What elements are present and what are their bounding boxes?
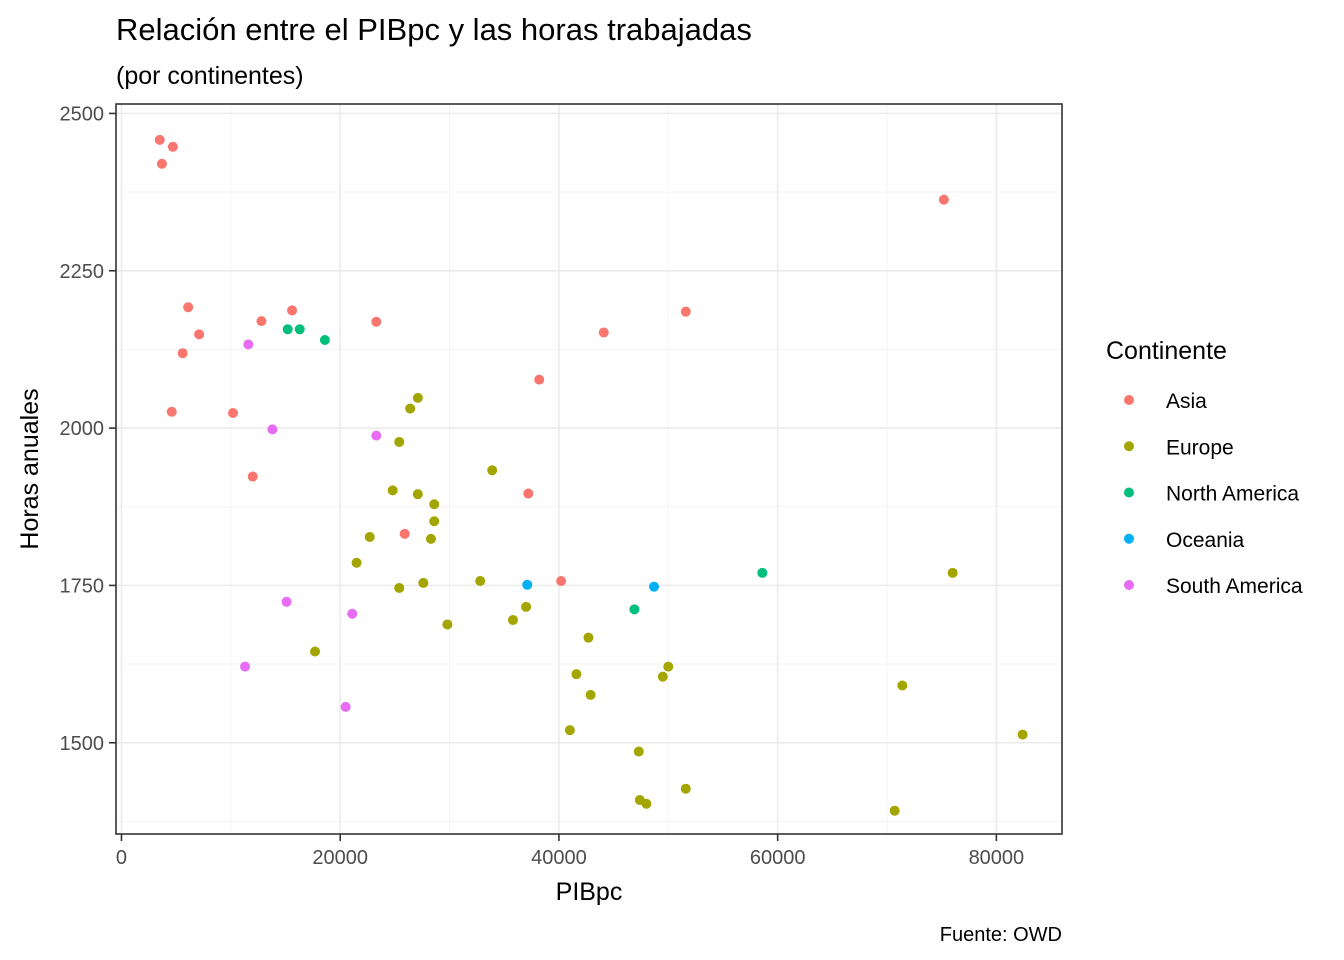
data-point-south-america <box>243 339 254 350</box>
data-point-asia <box>598 327 609 338</box>
data-point-europe <box>405 403 416 414</box>
data-point-north-america <box>282 324 293 335</box>
data-point-europe <box>394 582 405 593</box>
x-tick-label: 60000 <box>750 847 806 869</box>
data-point-south-america <box>347 608 358 619</box>
x-tick-label: 20000 <box>312 847 368 869</box>
data-point-europe <box>947 567 958 578</box>
chart-subtitle: (por continentes) <box>116 62 304 90</box>
data-point-europe <box>585 689 596 700</box>
data-point-south-america <box>281 596 292 607</box>
legend-label-oceania: Oceania <box>1166 529 1245 552</box>
y-tick-label: 2250 <box>60 261 105 283</box>
data-point-europe <box>475 576 486 587</box>
data-point-north-america <box>757 567 768 578</box>
legend-key-south-america <box>1124 580 1134 590</box>
legend-title: Continente <box>1106 337 1227 365</box>
x-tick-label: 40000 <box>531 847 587 869</box>
data-point-south-america <box>267 424 278 435</box>
panel-border <box>115 103 1063 835</box>
data-point-asia <box>938 194 949 205</box>
data-point-south-america <box>371 430 382 441</box>
data-point-south-america <box>340 701 351 712</box>
data-point-europe <box>633 746 644 757</box>
data-point-oceania <box>522 579 533 590</box>
data-point-asia <box>167 141 178 152</box>
data-point-europe <box>351 557 362 568</box>
data-point-europe <box>680 783 691 794</box>
y-axis-title: Horas anuales <box>16 388 44 549</box>
y-tick-label: 1750 <box>60 575 105 597</box>
data-point-europe <box>429 516 440 527</box>
data-point-asia <box>228 407 239 418</box>
x-tick-label: 80000 <box>969 847 1025 869</box>
x-tick-label: 0 <box>116 847 127 869</box>
data-point-asia <box>287 305 298 316</box>
data-point-europe <box>663 661 674 672</box>
data-point-asia <box>156 158 167 169</box>
data-point-europe <box>521 601 532 612</box>
x-axis-title: PIBpc <box>556 878 623 906</box>
data-point-europe <box>412 489 423 500</box>
data-point-asia <box>183 302 194 313</box>
data-point-europe <box>394 436 405 447</box>
data-point-north-america <box>294 324 305 335</box>
data-point-asia <box>154 134 165 145</box>
data-point-europe <box>387 485 398 496</box>
data-point-asia <box>177 348 188 359</box>
data-point-europe <box>889 805 900 816</box>
minor-gridlines <box>116 104 1062 834</box>
plot-panel <box>116 104 1062 834</box>
data-point-asia <box>194 329 205 340</box>
data-point-asia <box>680 306 691 317</box>
y-axis: 1500 1750 2000 2250 2500 <box>60 103 116 755</box>
legend-label-europe: Europe <box>1166 436 1234 459</box>
data-point-europe <box>412 392 423 403</box>
data-point-europe <box>364 531 375 542</box>
data-point-north-america <box>319 334 330 345</box>
legend-key-asia <box>1124 395 1134 405</box>
legend-key-north-america <box>1124 487 1134 498</box>
y-tick-label: 1500 <box>60 733 105 755</box>
chart-caption: Fuente: OWD <box>940 924 1062 946</box>
data-point-europe <box>418 577 429 588</box>
legend-label-south-america: South America <box>1166 575 1303 598</box>
data-point-europe <box>487 465 498 476</box>
legend-key-oceania <box>1124 533 1134 544</box>
data-point-europe <box>1017 729 1028 740</box>
data-point-europe <box>564 725 575 736</box>
data-point-asia <box>256 316 267 327</box>
data-point-europe <box>571 669 582 680</box>
data-point-oceania <box>649 581 660 592</box>
data-point-europe <box>425 533 436 544</box>
data-point-europe <box>507 615 518 626</box>
data-point-europe <box>310 646 321 657</box>
y-tick-label: 2000 <box>60 418 105 440</box>
major-gridlines <box>116 104 1062 834</box>
data-point-north-america <box>629 604 640 615</box>
data-point-south-america <box>240 661 251 672</box>
data-point-europe <box>641 798 652 809</box>
data-point-asia <box>166 406 177 417</box>
x-axis: 0 20000 40000 60000 80000 <box>116 834 1024 869</box>
data-point-asia <box>247 471 258 482</box>
data-point-europe <box>583 632 594 643</box>
data-points <box>154 134 1028 816</box>
data-point-asia <box>534 374 545 385</box>
data-point-asia <box>399 528 410 539</box>
data-point-europe <box>897 680 908 691</box>
legend-label-asia: Asia <box>1166 390 1207 413</box>
data-point-europe <box>657 671 668 682</box>
data-point-asia <box>523 488 534 499</box>
data-point-asia <box>371 316 382 327</box>
legend: Continente Asia Europe North America Oceani… <box>1106 337 1303 598</box>
data-point-europe <box>442 619 453 630</box>
legend-label-north-america: North America <box>1166 483 1299 506</box>
data-point-europe <box>429 499 440 510</box>
y-tick-label: 2500 <box>60 103 105 125</box>
chart-title: Relación entre el PIBpc y las horas trab… <box>116 12 752 47</box>
data-point-asia <box>556 576 567 587</box>
legend-key-europe <box>1124 441 1134 452</box>
